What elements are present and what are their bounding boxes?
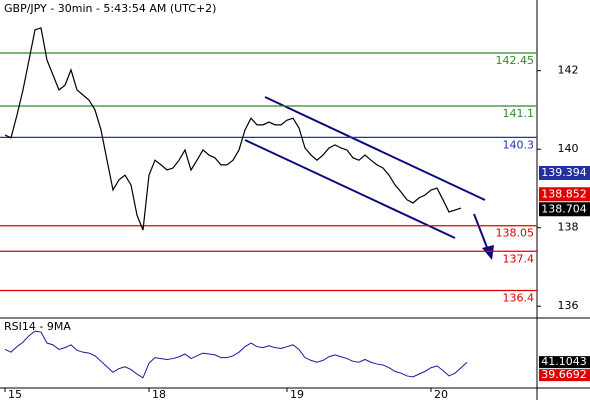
x-tick-label: 19 (290, 388, 304, 400)
y-tick-label: 142 (558, 64, 579, 77)
y-tick-label: 138 (558, 221, 579, 234)
rsi-line (4, 330, 468, 379)
chart-title: GBP/JPY - 30min - 5:43:54 AM (UTC+2) (4, 2, 216, 15)
level-label: 140.3 (503, 138, 535, 151)
price-tag-label: 139.394 (541, 166, 587, 179)
price-tag (539, 165, 590, 180)
price-tag (539, 202, 590, 217)
y-tick-label: 140 (558, 142, 579, 155)
x-tick-label: 18 (152, 388, 166, 400)
arrow (473, 213, 489, 251)
x-tick-label: 15 (8, 388, 22, 400)
price-line (4, 27, 462, 231)
rsi-tag-label: 39.6692 (541, 368, 587, 381)
level-label: 142.45 (496, 54, 535, 67)
level-label: 136.4 (503, 292, 535, 305)
rsi-tag-label: 41.1043 (541, 355, 587, 368)
arrow-head (482, 245, 494, 260)
level-label: 137.4 (503, 252, 535, 265)
price-tag-label: 138.852 (541, 187, 587, 200)
rsi-title: RSI14 - 9MA (4, 320, 71, 333)
rsi-tag (539, 369, 590, 382)
price-tag-label: 138.704 (541, 202, 587, 215)
level-label: 138.05 (496, 227, 535, 240)
y-tick-label: 136 (558, 299, 579, 312)
x-tick-label: 20 (434, 388, 448, 400)
rsi-tag (539, 356, 590, 369)
level-label: 141.1 (503, 107, 535, 120)
price-tag (539, 187, 590, 202)
channel-line (244, 139, 456, 239)
channel-line (264, 96, 486, 201)
